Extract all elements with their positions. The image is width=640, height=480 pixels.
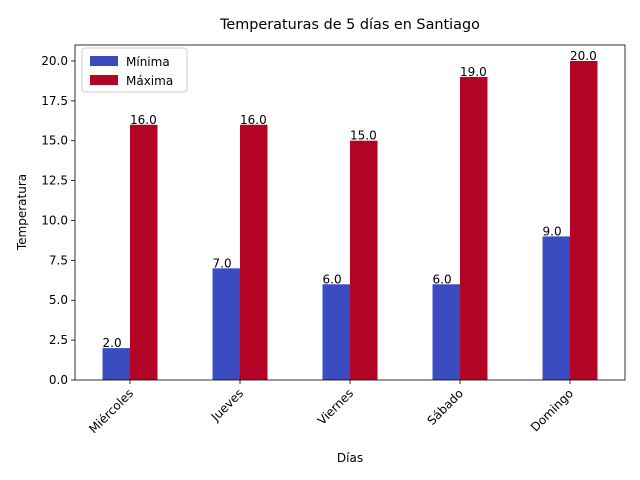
data-label-maxima-1: 16.0	[240, 113, 267, 127]
bar-minima-4	[542, 236, 570, 380]
data-label-minima-0: 2.0	[103, 336, 122, 350]
legend-swatch-maxima	[90, 75, 118, 85]
plot-area: 2.0 16.0 Miércoles 7.0 16.0 Jueves 6.0 15.0 Vier…	[41, 44, 626, 436]
bar-maxima-0	[130, 124, 158, 380]
data-label-maxima-0: 16.0	[130, 113, 157, 127]
legend-swatch-minima	[90, 56, 118, 66]
x-tick-label-4: Domingo	[528, 386, 576, 434]
data-label-maxima-3: 19.0	[460, 65, 487, 79]
legend-label-minima: Mínima	[126, 55, 170, 69]
y-tick-label-1: 2.5	[49, 333, 68, 347]
x-tick-label-2: Viernes	[315, 386, 356, 427]
y-tick-label-8: 20.0	[41, 54, 68, 68]
bar-minima-0	[102, 348, 130, 380]
bar-minima-3	[432, 284, 460, 380]
data-label-minima-1: 7.0	[213, 256, 232, 270]
data-label-maxima-4: 20.0	[570, 49, 597, 63]
axes-frame	[74, 44, 626, 381]
x-tick-label-0: Miércoles	[86, 386, 136, 436]
y-axis-label: Temperatura	[15, 174, 29, 251]
bar-maxima-4	[570, 60, 598, 380]
data-label-minima-2: 6.0	[323, 272, 342, 286]
data-label-minima-4: 9.0	[543, 224, 562, 238]
chart-title: Temperaturas de 5 días en Santiago	[219, 17, 480, 33]
x-tick-label-3: Sábado	[424, 386, 466, 428]
bar-maxima-2	[350, 140, 378, 380]
y-tick-label-2: 5.0	[49, 293, 68, 307]
y-tick-label-4: 10.0	[41, 213, 68, 227]
y-tick-label-3: 7.5	[49, 253, 68, 267]
data-label-minima-3: 6.0	[433, 272, 452, 286]
bar-maxima-1	[240, 124, 268, 380]
y-tick-label-0: 0.0	[49, 373, 68, 387]
data-label-maxima-2: 15.0	[350, 129, 377, 143]
y-tick-label-7: 17.5	[41, 94, 68, 108]
bar-maxima-3	[460, 76, 488, 381]
y-tick-label-6: 15.0	[41, 134, 68, 148]
bar-minima-2	[322, 284, 350, 380]
x-axis-label: Días	[337, 451, 363, 465]
y-tick-label-5: 12.5	[41, 174, 68, 188]
bar-minima-1	[212, 268, 240, 380]
x-tick-label-1: Jueves	[208, 386, 246, 424]
legend: Mínima Máxima	[81, 47, 188, 93]
legend-label-maxima: Máxima	[126, 74, 173, 88]
